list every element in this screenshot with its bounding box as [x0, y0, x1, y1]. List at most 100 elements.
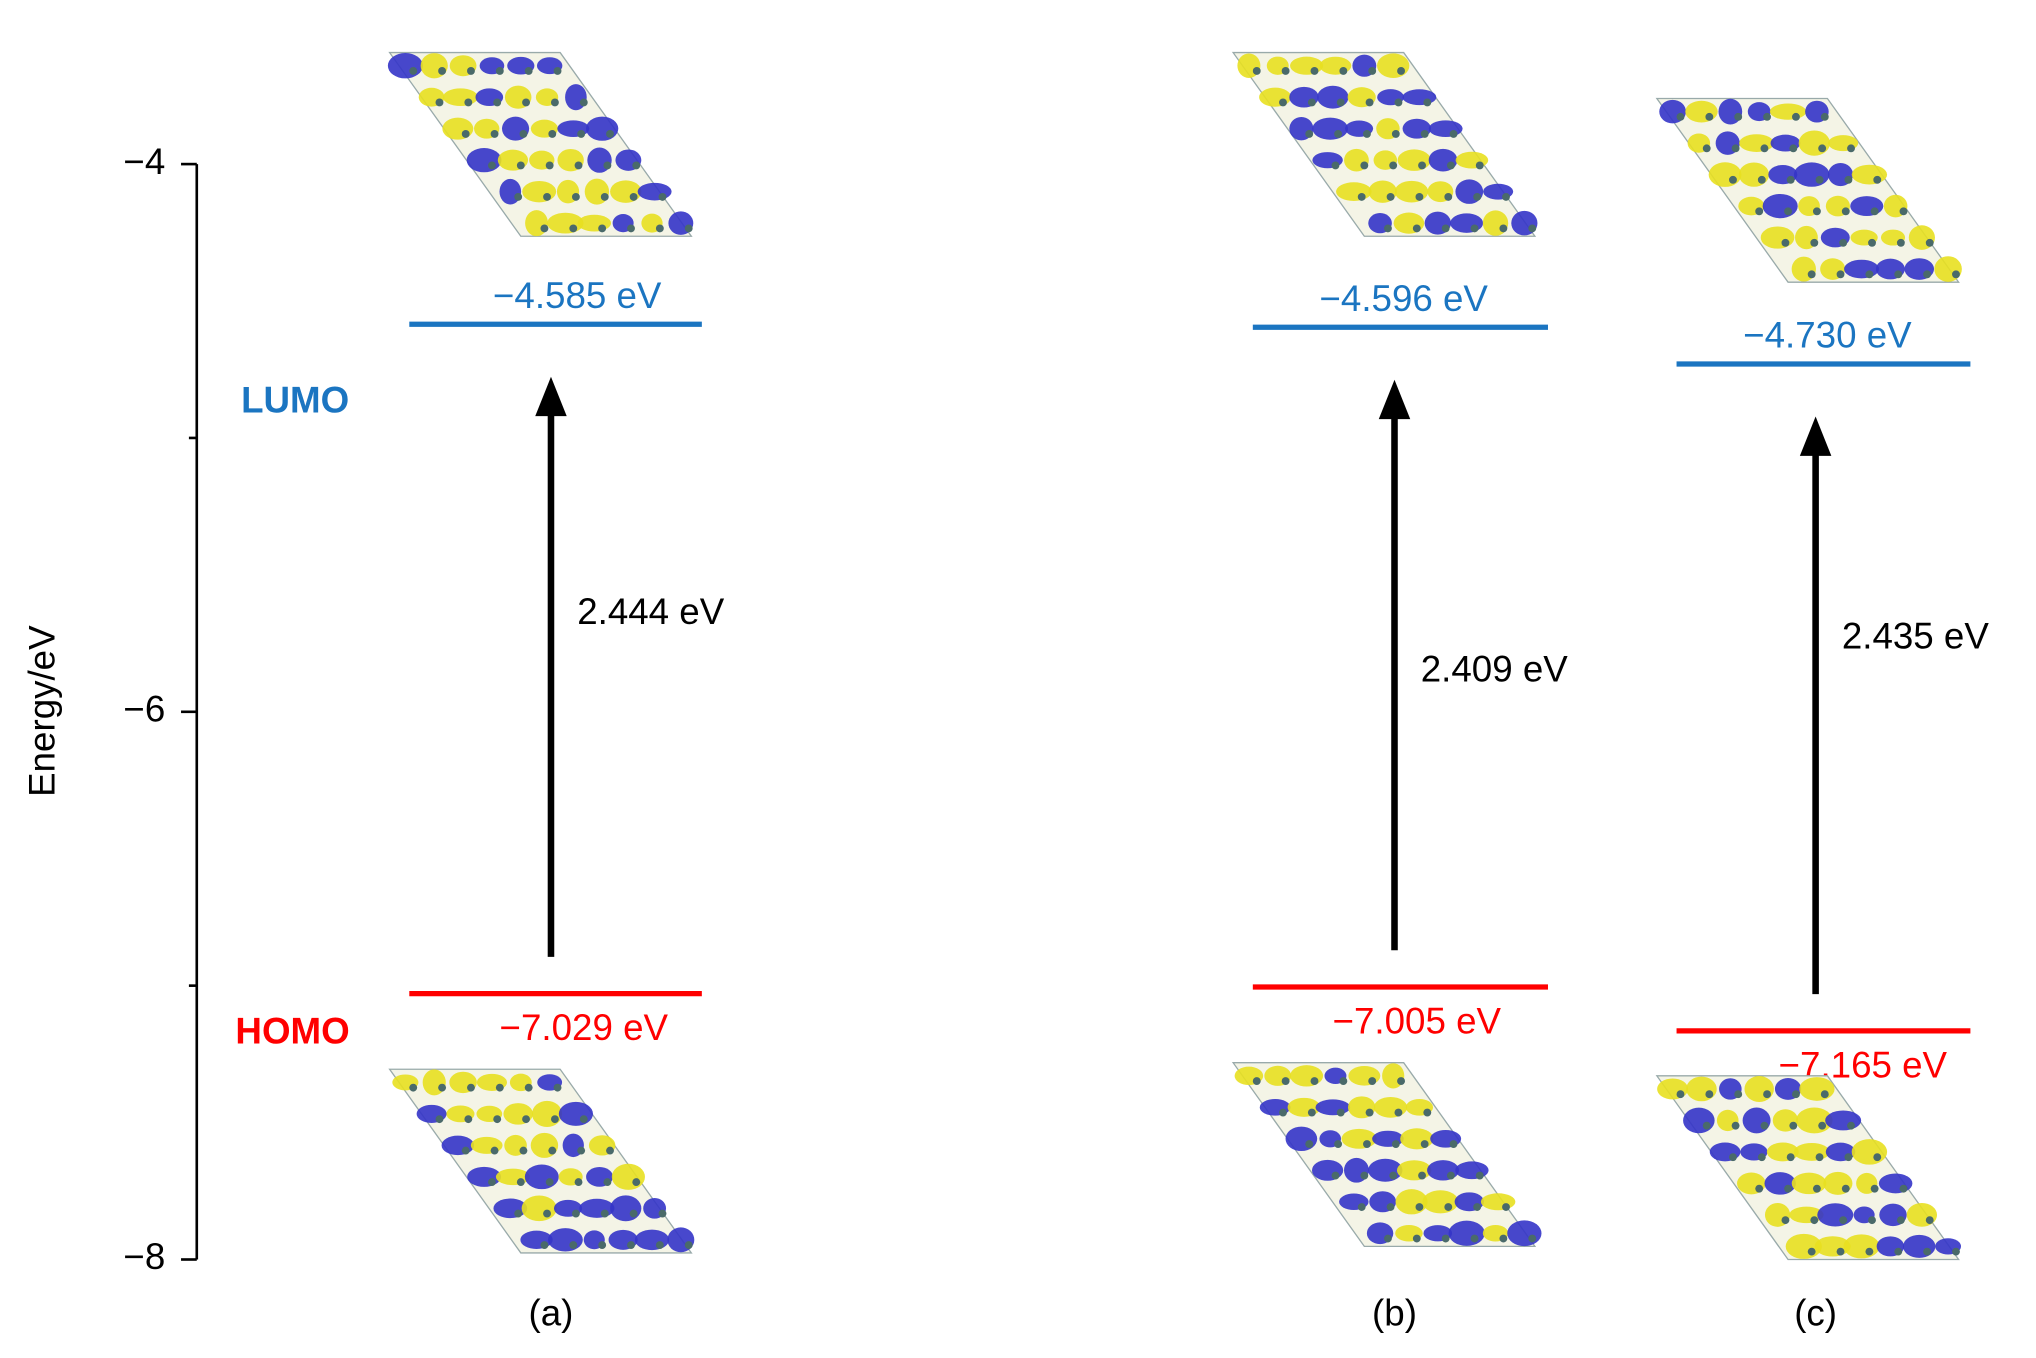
atom	[1336, 1108, 1345, 1117]
orbital-image	[1655, 1075, 1962, 1261]
atom	[550, 98, 559, 107]
atom	[493, 1115, 502, 1124]
atom	[1391, 1140, 1400, 1148]
atom	[1449, 129, 1458, 138]
atom	[1786, 1153, 1795, 1162]
orbital-lobe	[586, 116, 619, 141]
orbital-lobe	[1764, 1172, 1796, 1195]
orbital-lobe	[1798, 130, 1830, 156]
atom	[1502, 1203, 1510, 1211]
orbital-cell	[1231, 1062, 1537, 1248]
atom	[464, 1115, 473, 1124]
atom	[516, 161, 525, 170]
orbital-lobe	[1739, 134, 1774, 152]
atom	[1847, 144, 1855, 153]
lumo-value-label: −4.596 eV	[1319, 278, 1488, 319]
orbital-lobe	[1336, 182, 1372, 201]
atom	[1923, 1247, 1932, 1256]
orbital-lobe	[1762, 193, 1798, 219]
atom	[524, 67, 533, 75]
orbital-lobe	[1507, 1220, 1542, 1247]
atom	[516, 1178, 525, 1187]
atom	[1844, 1153, 1853, 1162]
gap-arrowhead	[535, 376, 567, 417]
atom	[524, 1083, 533, 1092]
atom	[490, 1146, 499, 1155]
atom	[1307, 1108, 1316, 1117]
atom	[514, 192, 523, 201]
orbital-lobe	[1397, 149, 1431, 171]
orbital-lobe	[1817, 1203, 1854, 1227]
atom	[545, 161, 554, 170]
orbital-lobe	[387, 53, 423, 79]
atom	[1894, 1247, 1903, 1256]
atom	[1363, 129, 1371, 138]
orbital-lobe	[1793, 1142, 1830, 1161]
orbital-lobe	[1799, 1077, 1835, 1101]
lumo-value-label: −4.585 eV	[493, 275, 662, 316]
atom	[1807, 1247, 1816, 1256]
atom	[1873, 175, 1882, 184]
orbital-lobe	[1760, 226, 1795, 249]
atom	[1807, 270, 1816, 279]
atom	[1339, 1077, 1348, 1086]
atom	[488, 1178, 496, 1187]
atom	[1702, 1121, 1711, 1130]
atom	[574, 1178, 583, 1187]
atom	[488, 161, 496, 170]
atom	[1729, 1153, 1737, 1162]
y-axis-label: Energy/eV	[21, 625, 62, 797]
atom	[1415, 1203, 1424, 1211]
atom	[1281, 67, 1290, 75]
orbital-lobe	[532, 1100, 563, 1127]
orbital-lobe	[1851, 1139, 1888, 1165]
atom	[467, 67, 475, 75]
y-tick-label: −4	[123, 141, 165, 182]
orbital-lobe	[1708, 162, 1742, 187]
atom	[1384, 224, 1392, 233]
atom	[1360, 161, 1369, 170]
atom	[1368, 1077, 1377, 1086]
atom	[1365, 98, 1374, 107]
orbital-lobe	[1285, 1126, 1318, 1152]
atom	[1865, 270, 1874, 279]
atom	[1499, 1234, 1508, 1243]
atom	[1870, 207, 1879, 216]
atom	[1865, 1247, 1874, 1256]
atom	[1676, 1090, 1685, 1099]
atom	[1528, 224, 1537, 233]
atom	[1339, 67, 1348, 75]
orbital-lobe	[565, 84, 587, 111]
orbital-lobe	[1906, 1203, 1938, 1227]
atom	[1899, 1184, 1908, 1193]
orbital-lobe	[1448, 1220, 1485, 1246]
atom	[1279, 98, 1287, 107]
atom	[543, 192, 551, 201]
atom	[1441, 1234, 1450, 1243]
atom	[1412, 224, 1421, 233]
orbital-lobe	[1377, 53, 1410, 78]
y-tick-label: −8	[123, 1236, 165, 1277]
atom	[1528, 1234, 1537, 1243]
atom	[629, 1209, 638, 1218]
atom	[1815, 1153, 1824, 1162]
orbital-lobe	[1850, 196, 1884, 217]
atom	[1729, 175, 1737, 184]
homo-value-label: −7.005 eV	[1333, 1000, 1502, 1041]
atom	[1334, 129, 1343, 138]
atom	[461, 129, 470, 138]
atom	[627, 224, 635, 233]
orbital-lobe	[1315, 1099, 1351, 1116]
atom	[1418, 1171, 1426, 1180]
atom	[1757, 175, 1766, 184]
orbital-lobe	[1934, 256, 1962, 282]
atom	[598, 1241, 607, 1250]
orbital-lobe	[1685, 100, 1718, 123]
orbital-image	[1655, 97, 1962, 283]
atom	[569, 224, 578, 233]
atom	[684, 224, 693, 233]
orbital-cell	[1655, 97, 1960, 283]
atom	[1868, 238, 1876, 247]
atom	[569, 1241, 578, 1250]
atom	[1394, 1108, 1403, 1117]
